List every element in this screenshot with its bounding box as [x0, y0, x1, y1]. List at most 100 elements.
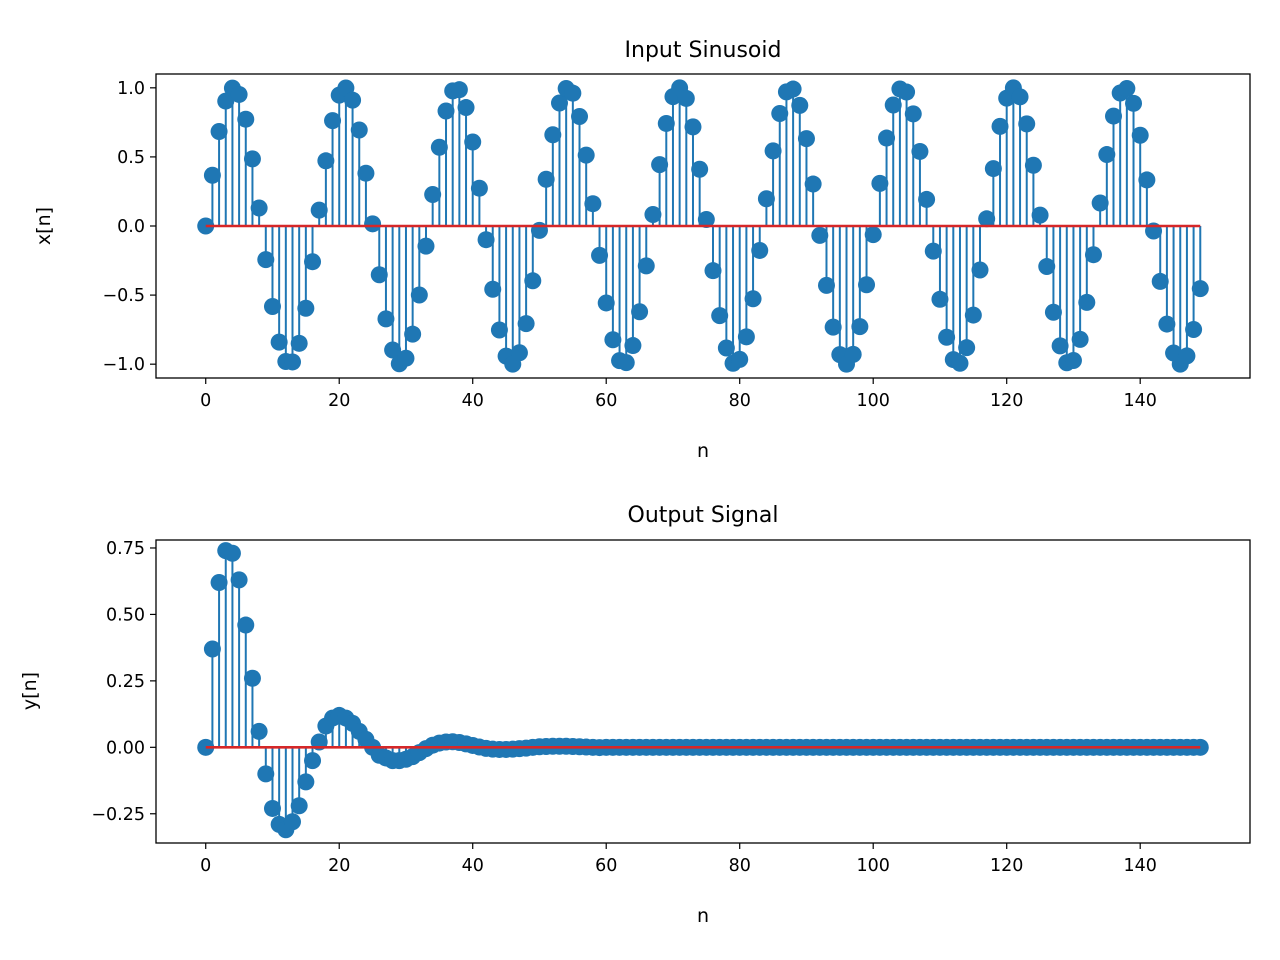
x-tick-label: 100 [857, 856, 890, 876]
stem-marker [784, 80, 802, 98]
stem-marker [263, 799, 281, 817]
stem-marker [717, 339, 735, 357]
stem-marker [884, 96, 902, 114]
stem-marker [1131, 126, 1149, 144]
stem-marker [1105, 107, 1123, 125]
stem-marker [250, 722, 268, 740]
stem-marker [1185, 321, 1203, 339]
x-tick-label: 140 [1123, 391, 1156, 411]
stem-marker [470, 179, 488, 197]
stem-marker [430, 138, 448, 156]
y-tick-label: 0.0 [117, 217, 145, 237]
stem-marker [597, 294, 615, 312]
stem-marker [324, 112, 342, 130]
output-y-ticks: −0.25 0.00 0.25 0.50 0.75 [91, 539, 156, 825]
stem-marker [918, 190, 936, 208]
stem-marker [424, 186, 442, 204]
stem-marker [237, 110, 255, 128]
output-x-axis-label: n [697, 905, 709, 927]
stem-marker [811, 226, 829, 244]
output-y-axis-label: y[n] [19, 672, 41, 710]
stem-marker [804, 175, 822, 193]
stem-marker [751, 241, 769, 259]
stem-marker [911, 142, 929, 160]
stem-marker [871, 174, 889, 192]
stem-marker [584, 195, 602, 213]
stem-marker [250, 199, 268, 217]
output-x-ticks: 0 20 40 60 80 100 120 140 [200, 843, 1157, 876]
stem-marker [858, 276, 876, 294]
stem-marker [691, 160, 709, 178]
stem-marker [243, 669, 261, 687]
stem-marker [938, 328, 956, 346]
stem-marker [577, 146, 595, 164]
stem-marker [991, 117, 1009, 135]
stem-marker [1178, 347, 1196, 365]
stem-marker [537, 170, 555, 188]
stem-marker [704, 262, 722, 280]
stem-marker [684, 118, 702, 136]
stem-marker [764, 142, 782, 160]
stem-marker [1151, 272, 1169, 290]
y-tick-label: 0.25 [106, 672, 145, 692]
stem-marker [364, 215, 382, 233]
stem-marker [617, 354, 635, 372]
stem-marker [544, 126, 562, 144]
stem-marker [591, 246, 609, 264]
y-tick-label: −0.5 [103, 286, 146, 306]
x-tick-label: 0 [200, 856, 211, 876]
x-tick-label: 20 [328, 391, 350, 411]
stem-marker [984, 160, 1002, 178]
x-tick-label: 40 [462, 856, 484, 876]
x-tick-label: 140 [1123, 856, 1156, 876]
output-chart-title: Output Signal [628, 503, 779, 528]
stem-marker [290, 797, 308, 815]
stem-marker [898, 83, 916, 101]
stem-marker [978, 210, 996, 228]
stem-marker [1191, 280, 1209, 298]
stem-marker [958, 339, 976, 357]
stem-marker [737, 328, 755, 346]
x-tick-label: 80 [729, 391, 751, 411]
stem-marker [370, 266, 388, 284]
stem-marker [510, 344, 528, 362]
stem-marker [824, 318, 842, 336]
stem-marker [223, 544, 241, 562]
stem-marker [230, 571, 248, 589]
stem-marker [1071, 330, 1089, 348]
stem-marker [1031, 206, 1049, 224]
y-tick-label: 1.0 [117, 79, 145, 99]
stem-marker [964, 306, 982, 324]
stem-marker [524, 272, 542, 290]
stem-marker [450, 81, 468, 99]
stem-marker [744, 290, 762, 308]
stem-marker [377, 310, 395, 328]
stem-marker [344, 91, 362, 109]
stem-marker [731, 350, 749, 368]
stem-marker [904, 105, 922, 123]
stem-marker [1091, 194, 1109, 212]
stem-marker [1018, 115, 1036, 133]
stem-marker [304, 752, 322, 770]
stem-marker [263, 298, 281, 316]
stem-marker [1098, 146, 1116, 164]
stem-marker [404, 325, 422, 343]
stem-marker [644, 205, 662, 223]
stem-marker [270, 333, 288, 351]
stem-marker [771, 104, 789, 122]
stem-marker [971, 261, 989, 279]
input-sinusoid-panel: Input Sinusoid 0 20 40 60 80 100 120 140 −1.0 −0… [33, 38, 1251, 462]
stem-marker [310, 201, 328, 219]
y-tick-label: 0.50 [106, 605, 145, 625]
stem-marker [203, 166, 221, 184]
stem-marker [851, 318, 869, 336]
stem-marker [490, 321, 508, 339]
stem-marker [1158, 315, 1176, 333]
stem-marker [564, 84, 582, 102]
stem-marker [243, 150, 261, 168]
output-stem-marks [197, 542, 1209, 839]
stem-marker [1051, 337, 1069, 355]
x-tick-label: 80 [729, 856, 751, 876]
stem-marker [350, 121, 368, 139]
stem-marker [210, 574, 228, 592]
